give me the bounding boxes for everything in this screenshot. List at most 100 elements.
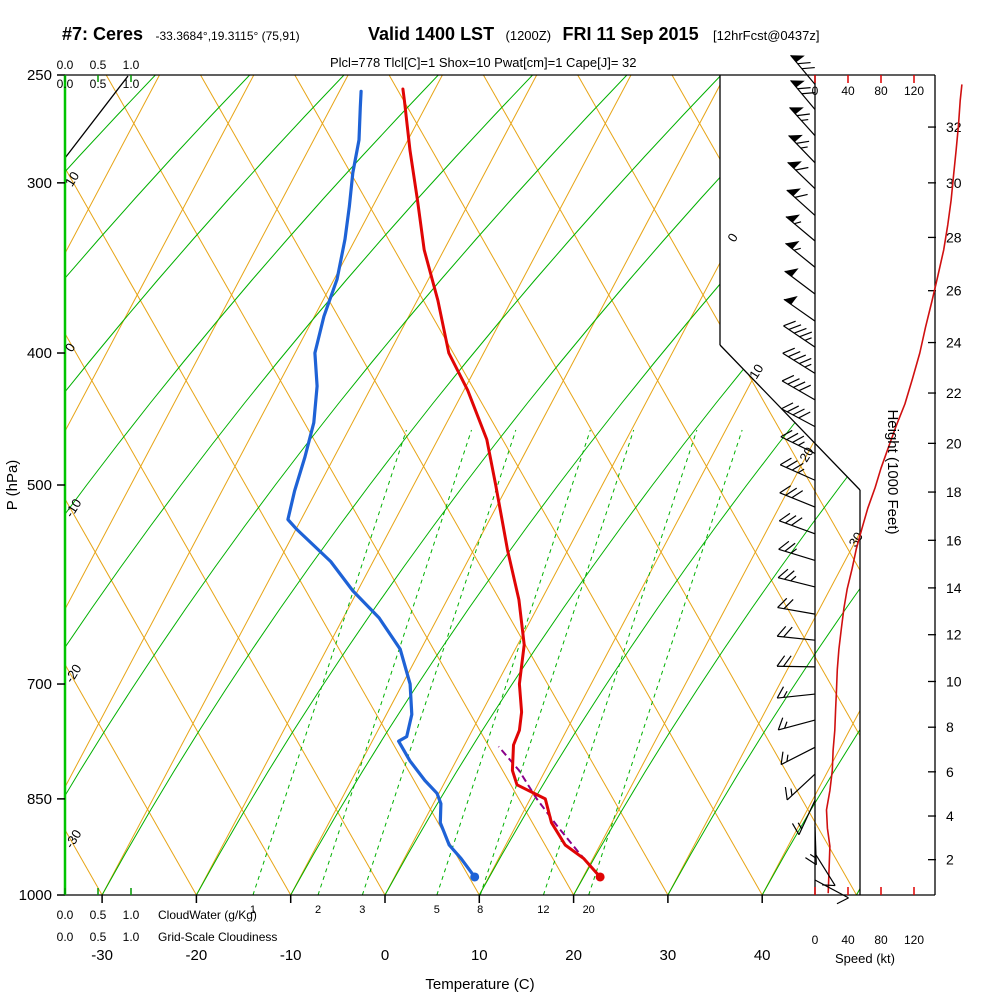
dewpoint-profile (286, 89, 477, 879)
cloudiness-scale-label: 0.0 (57, 930, 74, 944)
cloudwater-scale-label: 0.0 (57, 58, 74, 72)
wind-barb (777, 568, 816, 588)
pressure-tick-label: 300 (27, 175, 52, 192)
mixing-ratio-line (252, 429, 407, 895)
moist-adiabat-line (761, 75, 860, 895)
surface-dewpoint-dot (470, 872, 480, 882)
height-axis-title: Height (1000 Feet) (884, 409, 901, 534)
height-tick-label: 4 (946, 808, 954, 824)
isotherm-line (478, 75, 860, 895)
moist-adiabat-line (65, 75, 251, 895)
isotherm-line (65, 75, 255, 895)
mixing-ratio-line (479, 429, 635, 895)
wind-barb (781, 374, 816, 401)
cloudiness-scale-label: 0.0 (57, 77, 74, 91)
speed-tick-label: 0 (812, 84, 819, 98)
isotherm-line (195, 75, 632, 895)
moist-adiabat-line (290, 75, 860, 895)
dry-adiabat-line (294, 75, 763, 895)
dry-adiabat-line (65, 75, 197, 895)
station-title: #7: Ceres -33.3684°,19.3115° (75,91) (62, 24, 300, 44)
mixing-ratio-line (436, 429, 591, 895)
wind-barb (783, 320, 816, 348)
temperature-tick-label: 30 (660, 947, 677, 964)
moist-adiabat-line (65, 75, 156, 895)
cloudiness-scale-label: 0.5 (90, 77, 107, 91)
sounding-profiles (286, 84, 963, 894)
isotherm-line (573, 75, 860, 895)
moist-adiabat-line (65, 75, 628, 895)
dry-adiabat-line (388, 75, 857, 895)
height-tick-label: 2 (946, 852, 954, 868)
dry-adiabat-line (65, 75, 292, 895)
moist-adiabat-line (573, 75, 860, 895)
pressure-tick-label: 400 (27, 345, 52, 362)
cloudiness-axis-label: Grid-Scale Cloudiness (158, 930, 277, 944)
wind-barb (784, 268, 816, 295)
wind-barb (776, 626, 816, 641)
cloudwater-scale-label: 0.0 (57, 908, 74, 922)
isotherm-line (761, 75, 860, 895)
speed-tick-label: 40 (841, 84, 855, 98)
pressure-tick-label: 500 (27, 477, 52, 494)
wind-barb (783, 296, 816, 322)
moist-adiabat-line (384, 75, 860, 895)
wind-barb (790, 54, 816, 85)
height-tick-label: 28 (946, 229, 962, 245)
wind-barb (814, 853, 836, 887)
pressure-tick-label: 1000 (19, 887, 52, 904)
wind-barb (780, 429, 816, 454)
mixing-ratio-line (317, 429, 472, 895)
mixing-ratio-line (542, 429, 698, 895)
height-tick-label: 8 (946, 719, 954, 735)
wind-barb (788, 134, 816, 164)
mixing-ratio-label: 2 (315, 904, 321, 916)
height-tick-label: 14 (946, 580, 962, 596)
height-tick-label: 18 (946, 484, 962, 500)
cloudiness-scale-label: 0.5 (90, 930, 107, 944)
wind-barb (784, 773, 816, 801)
wind-barb (778, 540, 816, 562)
speed-tick-label: 80 (874, 933, 888, 947)
isotherm-line (65, 75, 160, 895)
wind-barb (791, 800, 816, 836)
mixing-ratio-label: 1 (250, 904, 256, 916)
wind-barb (805, 826, 817, 866)
wind-barb (777, 597, 816, 615)
stability-indices: Plcl=778 Tlcl[C]=1 Shox=10 Pwat[cm]=1 Ca… (330, 55, 637, 70)
wind-barb (786, 188, 816, 216)
temperature-tick-label: -20 (186, 947, 208, 964)
cloudwater-scale-label: 0.5 (90, 908, 107, 922)
height-tick-label: 30 (946, 175, 962, 191)
temperature-tick-label: -10 (280, 947, 302, 964)
speed-tick-label: 120 (904, 84, 924, 98)
cloudiness-scale-label: 1.0 (123, 77, 140, 91)
mixing-ratio-label: 8 (477, 904, 483, 916)
wind-barb (789, 107, 816, 137)
background-lattice (65, 75, 860, 895)
wind-barb (778, 512, 816, 535)
isotherm-line (101, 75, 538, 895)
moist-adiabat-line (65, 75, 533, 895)
cloudwater-scale-label: 0.5 (90, 58, 107, 72)
temperature-tick-label: 10 (471, 947, 488, 964)
surface-temp-dot (595, 872, 605, 882)
isotherm-label: 0 (724, 231, 741, 245)
isotherm-label: 30 (846, 529, 866, 549)
isotherm-label: 10 (746, 361, 766, 381)
pressure-axis-title: P (hPa) (4, 460, 21, 511)
moist-adiabat-line (101, 75, 722, 895)
temperature-tick-label: 0 (381, 947, 389, 964)
wind-barb (779, 485, 816, 508)
height-tick-label: 22 (946, 385, 962, 401)
height-tick-label: 10 (946, 673, 962, 689)
height-tick-label: 20 (946, 435, 962, 451)
speed-tick-label: 80 (874, 84, 888, 98)
height-tick-label: 24 (946, 335, 962, 351)
wind-speed-profile (825, 84, 963, 894)
temperature-tick-label: 40 (754, 947, 771, 964)
dry-adiabat-line (105, 75, 575, 895)
wind-barbs-column (776, 54, 849, 905)
